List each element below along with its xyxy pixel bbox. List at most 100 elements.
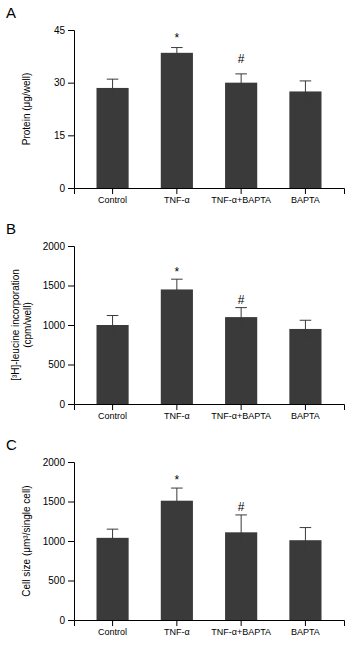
tick-mark [68, 135, 74, 136]
tick-label: 2000 [43, 241, 66, 252]
tick-mark [112, 188, 113, 194]
tick: 45 [54, 25, 74, 36]
y-axis-title: Cell size (μm³/single cell) [21, 485, 32, 596]
bar [225, 83, 257, 188]
error-bar [235, 515, 247, 550]
y-axis-title-line: [³H]-leucine incorporation [10, 269, 21, 381]
bar [289, 329, 321, 404]
tick-mark [68, 462, 74, 463]
bar [97, 325, 129, 404]
tick-mark [68, 325, 74, 326]
tick: BAPTA [291, 188, 320, 205]
bar [161, 289, 193, 404]
tick: 1000 [43, 536, 74, 547]
tick-mark [241, 620, 242, 626]
tick-label: 2000 [43, 457, 66, 468]
axis-line [75, 621, 345, 627]
tick-label: BAPTA [291, 195, 320, 205]
tick-mark [112, 620, 113, 626]
tick-label: TNF-α [164, 195, 190, 205]
y-axis-title: Protein (μg/well) [21, 73, 32, 145]
tick-label: Control [98, 411, 127, 421]
y-axis-title-line: Protein (μg/well) [21, 73, 32, 145]
error-bar [171, 279, 183, 300]
tick-mark [68, 30, 74, 31]
tick-label: TNF-α [164, 627, 190, 637]
tick-mark [176, 188, 177, 194]
marks [97, 279, 322, 404]
y-axis-title-line: (cpm/well) [22, 302, 33, 348]
bar [225, 317, 257, 404]
tick-label: 0 [59, 615, 65, 626]
annotation: * [175, 31, 180, 45]
annotation: # [238, 293, 245, 307]
tick-label: 1000 [43, 536, 66, 547]
x-axis: Control TNF-α TNF-α+BAPTA BAPTA [75, 188, 345, 205]
tick: TNF-α+BAPTA [211, 404, 271, 421]
x-axis: Control TNF-α TNF-α+BAPTA BAPTA [75, 404, 345, 421]
tick-mark [68, 246, 74, 247]
tick: 0 [59, 183, 74, 194]
tick: TNF-α [164, 404, 190, 421]
error-bar [107, 316, 119, 335]
tick: 500 [48, 575, 74, 586]
tick-label: 0 [59, 183, 65, 194]
tick-mark [176, 404, 177, 410]
tick-label: Control [98, 627, 127, 637]
tick-label: BAPTA [291, 627, 320, 637]
tick: 2000 [43, 241, 74, 252]
error-bar [171, 488, 183, 513]
tick-mark [68, 286, 74, 287]
tick-label: 0 [59, 399, 65, 410]
tick-label: 1500 [43, 280, 66, 291]
tick-mark [305, 620, 306, 626]
axis-line [68, 247, 75, 405]
tick: BAPTA [291, 620, 320, 637]
panel: 0153045ControlTNF-αTNF-α+BAPTABAPTA*# [54, 25, 345, 206]
tick-label: TNF-α+BAPTA [211, 627, 271, 637]
tick: TNF-α [164, 188, 190, 205]
x-axis: Control TNF-α TNF-α+BAPTA BAPTA [75, 620, 345, 637]
annotation: # [238, 500, 245, 514]
tick-mark [176, 620, 177, 626]
axis-line [75, 405, 345, 411]
tick-mark [112, 404, 113, 410]
tick-mark [68, 620, 74, 621]
tick: BAPTA [291, 404, 320, 421]
panel-label: C [6, 436, 17, 453]
bar [161, 53, 193, 188]
error-bar [107, 79, 119, 97]
error-bar [300, 528, 312, 553]
panel: 0 500 1000 1500 2000 Control TNF-α TNF-α+BAPTA B… [43, 241, 345, 422]
panel-label: B [6, 220, 16, 237]
error-bar [300, 81, 312, 102]
tick-label: 1000 [43, 320, 66, 331]
annotation: * [175, 473, 180, 487]
y-axis-title: [³H]-leucine incorporation(cpm/well) [10, 269, 33, 381]
tick-mark [68, 188, 74, 189]
tick-label: 500 [48, 359, 65, 370]
tick-mark [68, 541, 74, 542]
tick-label: TNF-α+BAPTA [211, 195, 271, 205]
axis-line [68, 463, 75, 621]
tick-mark [68, 83, 74, 84]
tick: 0 [59, 615, 74, 626]
y-axis-title-line: Cell size (μm³/single cell) [21, 485, 32, 596]
tick-mark [68, 581, 74, 582]
marks [97, 48, 322, 188]
tick-mark [241, 188, 242, 194]
tick-label: Control [98, 195, 127, 205]
tick-label: 500 [48, 575, 65, 586]
bar [97, 538, 129, 620]
tick-mark [68, 502, 74, 503]
tick-label: 1500 [43, 496, 66, 507]
tick-mark [305, 188, 306, 194]
tick-label: TNF-α+BAPTA [211, 411, 271, 421]
bar [161, 501, 193, 620]
tick: TNF-α+BAPTA [211, 620, 271, 637]
tick: Control [98, 188, 127, 205]
tick: Control [98, 620, 127, 637]
tick-mark [241, 404, 242, 410]
marks [97, 488, 322, 620]
axis-line [68, 31, 75, 189]
